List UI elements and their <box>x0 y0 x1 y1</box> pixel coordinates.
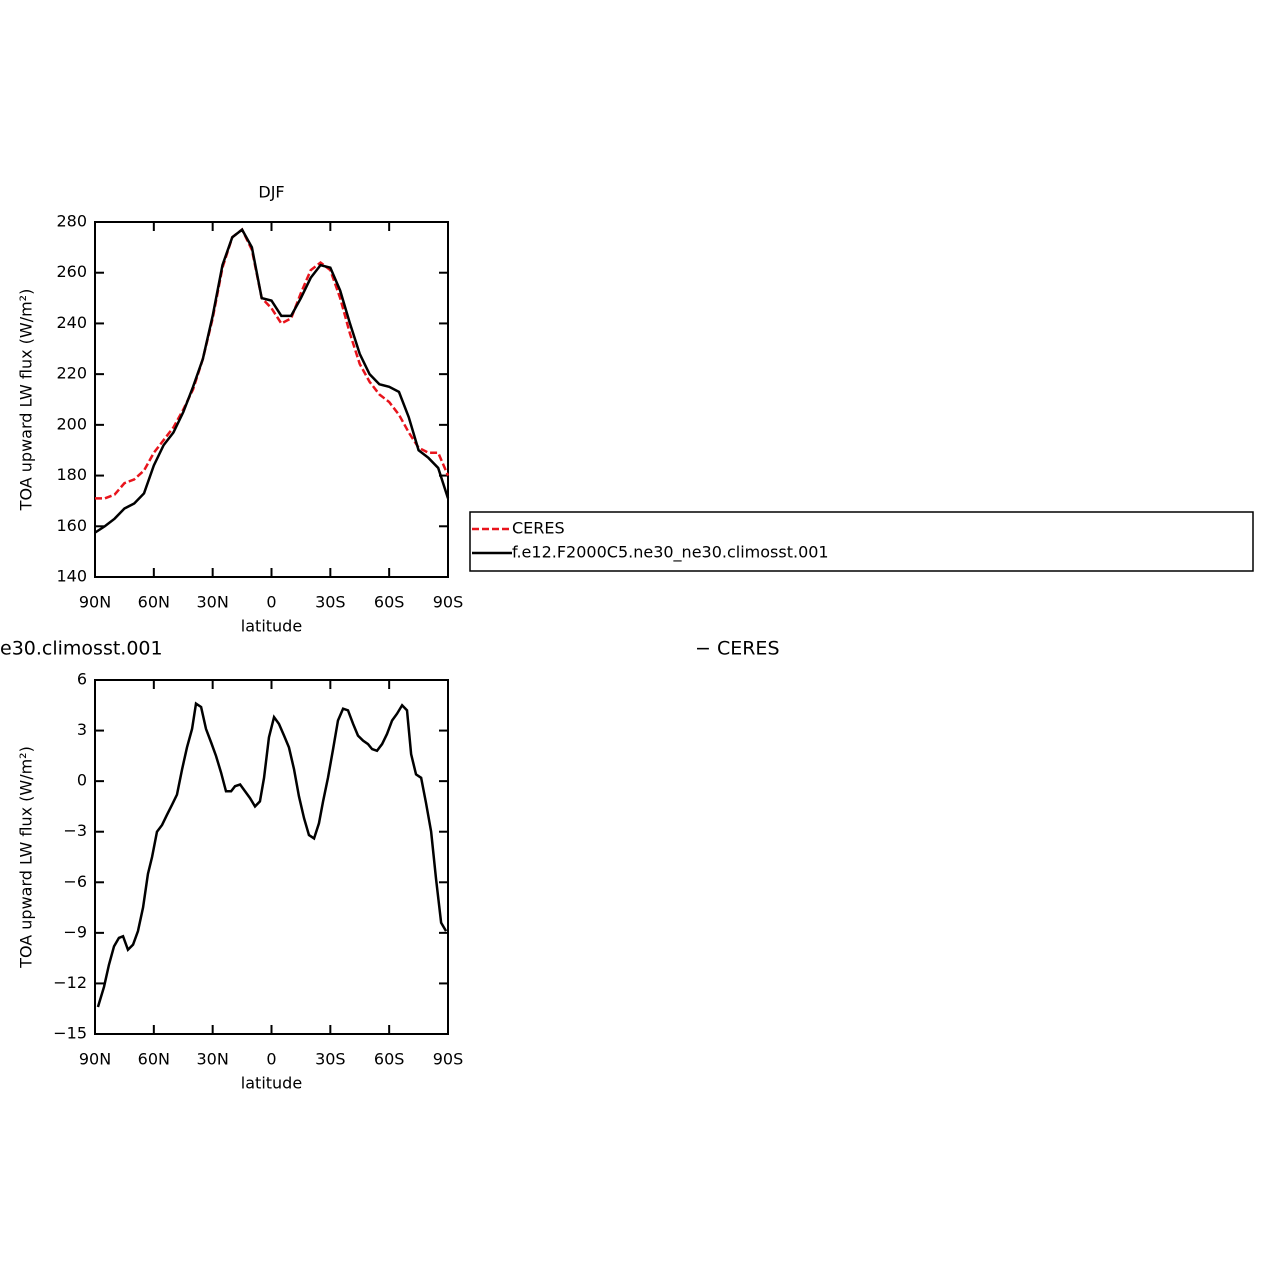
legend-label: CERES <box>512 519 565 538</box>
y-axis-label: TOA upward LW flux (W/m²) <box>17 746 36 969</box>
plot-frame <box>94 221 449 578</box>
y-tick-label: 220 <box>56 364 87 383</box>
y-tick-label: 240 <box>56 313 87 332</box>
chart-title: DJF <box>258 183 284 202</box>
x-tick-label: 60N <box>138 1050 170 1069</box>
chart: DJF 140 160 180 200 220 240 260 280 90N 60N 30N 0 30S… <box>17 183 1254 636</box>
y-tick-label: 0 <box>77 771 87 790</box>
y-axis-label: TOA upward LW flux (W/m²) <box>17 289 36 512</box>
y-tick-label: −3 <box>63 821 87 840</box>
x-tick-label: 30N <box>197 1050 229 1069</box>
y-tick-label: −15 <box>53 1024 87 1043</box>
y-tick-label: 3 <box>77 720 87 739</box>
line-series <box>94 227 450 534</box>
line-series <box>96 701 448 1008</box>
y-tick-label: 140 <box>56 567 87 586</box>
x-tick-label: 90N <box>79 1050 111 1069</box>
y-tick-label: −9 <box>63 922 87 941</box>
legend-label: f.e12.F2000C5.ne30_ne30.climosst.001 <box>512 543 829 563</box>
y-tick-label: 280 <box>56 212 87 231</box>
x-tick-label: 0 <box>266 593 276 612</box>
x-tick-label: 60N <box>138 593 170 612</box>
x-tick-label: 60S <box>374 593 405 612</box>
x-tick-label: 90S <box>433 593 464 612</box>
x-tick-label: 90N <box>79 593 111 612</box>
x-tick-label: 60S <box>374 1050 405 1069</box>
y-tick-label: −12 <box>53 973 87 992</box>
x-tick-label: 30N <box>197 593 229 612</box>
legend: CERES f.e12.F2000C5.ne30_ne30.climosst.00… <box>469 511 1254 572</box>
line-series <box>95 227 450 500</box>
y-tick-label: 180 <box>56 465 87 484</box>
y-tick-label: −6 <box>63 872 87 891</box>
legend-box <box>469 511 1254 572</box>
x-axis-label: latitude <box>241 1074 302 1093</box>
y-tick-label: 6 <box>77 670 87 689</box>
plot-frame <box>94 679 449 1035</box>
x-tick-label: 90S <box>433 1050 464 1069</box>
chart-title: e30.climosst.001 <box>0 638 163 660</box>
x-tick-label: 30S <box>315 1050 346 1069</box>
x-tick-label: 30S <box>315 593 346 612</box>
y-tick-label: 200 <box>56 414 87 433</box>
x-tick-label: 0 <box>266 1050 276 1069</box>
chart: e30.climosst.001 − CERES −15 −12 −9 −6 −3 0 3 6 90… <box>0 638 780 1093</box>
y-tick-label: 260 <box>56 262 87 281</box>
y-tick-label: 160 <box>56 516 87 535</box>
x-axis-label: latitude <box>241 617 302 636</box>
chart-title: − CERES <box>695 638 780 660</box>
